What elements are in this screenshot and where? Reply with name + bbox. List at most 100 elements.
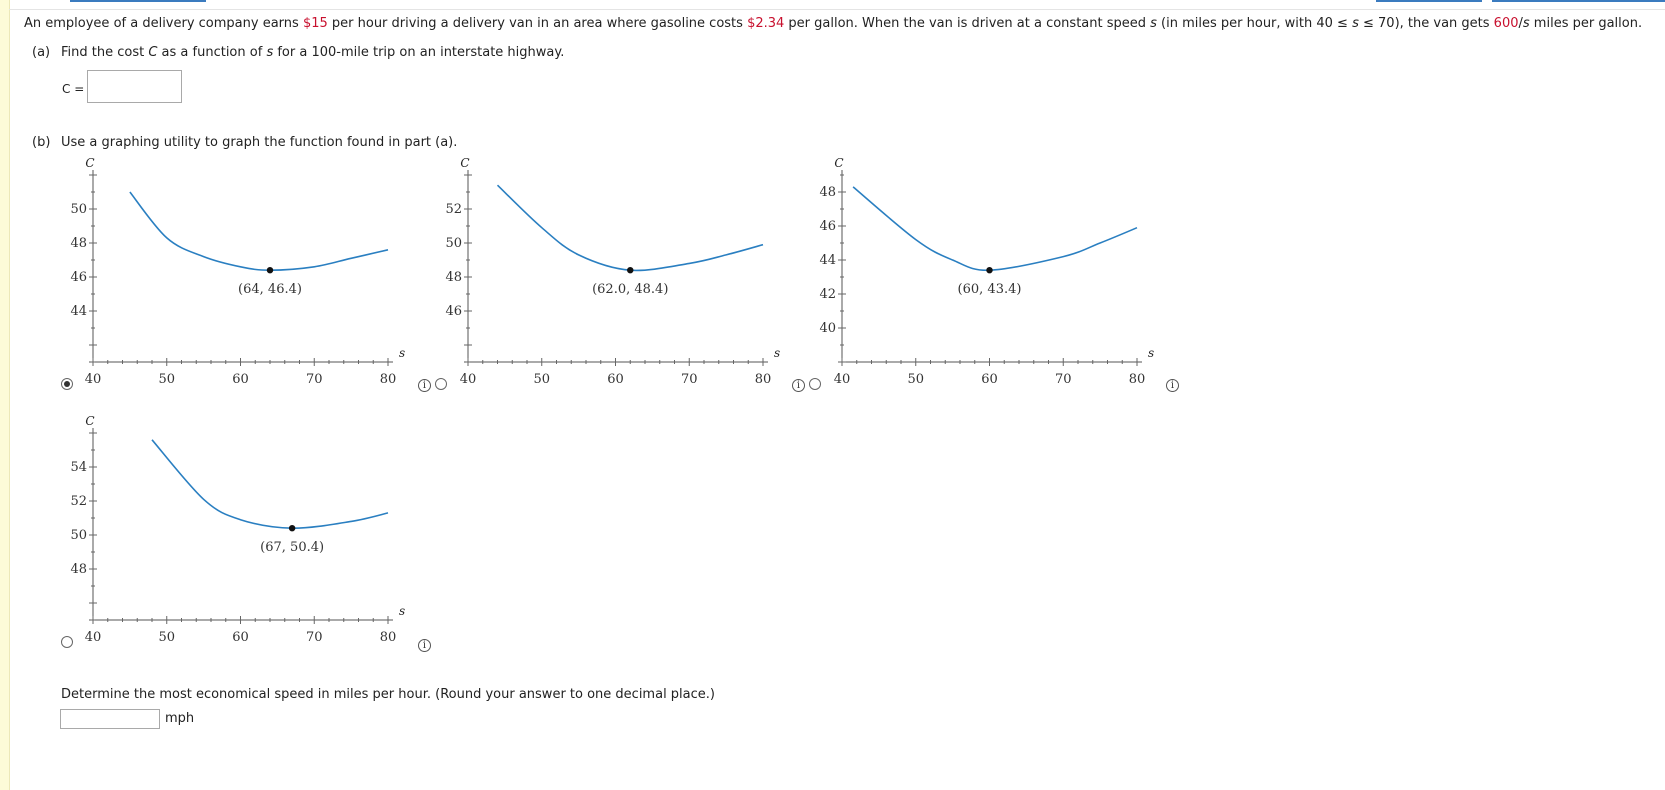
- minimum-point: [627, 267, 634, 274]
- part-a-text-3: for a 100-mile trip on an interstate hig…: [273, 45, 565, 60]
- graph-option-4-radio[interactable]: [61, 636, 73, 648]
- y-tick-label: 50: [70, 202, 87, 217]
- speed-variable: s: [1150, 16, 1157, 31]
- x-tick-label: 60: [232, 372, 249, 387]
- y-tick-label: 44: [819, 253, 836, 268]
- x-tick-label: 40: [460, 372, 477, 387]
- graph-option-2-radio[interactable]: [435, 378, 447, 390]
- minimum-point: [288, 525, 296, 532]
- mileage-value: 600: [1493, 16, 1519, 31]
- top-tab-indicator: [1492, 0, 1665, 2]
- x-tick-label: 70: [306, 372, 323, 387]
- cost-graph-svg: 40 50 60 70 80 40 42 44 46 48 Cs (60, 43.4): [819, 156, 1154, 387]
- x-axis-label: s: [399, 604, 405, 618]
- x-axis-label: s: [1148, 346, 1154, 360]
- problem-text-4: (in miles per hour, with 40 ≤: [1156, 16, 1353, 31]
- problem-text-1: An employee of a delivery company earns: [24, 16, 303, 31]
- info-icon[interactable]: i: [792, 379, 805, 392]
- y-tick-label: 50: [445, 236, 462, 251]
- y-tick-label: 46: [819, 219, 836, 234]
- graph-option-3-radio[interactable]: [809, 378, 821, 390]
- minimum-point-label: (67, 50.4): [260, 540, 324, 555]
- cost-curve: [496, 184, 764, 272]
- y-tick-label: 54: [70, 460, 87, 475]
- minimum-point: [266, 267, 274, 274]
- x-axis-label: s: [774, 346, 780, 360]
- y-tick-label: 46: [445, 304, 462, 319]
- cost-variable: C: [148, 45, 158, 60]
- minimum-point-label: (60, 43.4): [958, 282, 1022, 297]
- x-tick-label: 60: [607, 372, 624, 387]
- economical-speed-question: Determine the most economical speed in m…: [61, 687, 715, 702]
- minimum-point-label: (64, 46.4): [238, 282, 302, 297]
- top-divider: [9, 9, 1665, 10]
- x-tick-label: 50: [158, 630, 175, 645]
- x-tick-label: 80: [380, 372, 397, 387]
- x-tick-label: 60: [981, 372, 998, 387]
- speed-variable: s: [1352, 16, 1359, 31]
- y-axis-label: C: [85, 414, 94, 428]
- gas-price-value: $2.34: [747, 16, 785, 31]
- part-a-label: (a): [32, 45, 51, 60]
- cost-curve: [129, 191, 389, 272]
- minimum-point: [986, 267, 993, 274]
- cost-curve: [852, 186, 1138, 272]
- x-tick-label: 40: [85, 630, 102, 645]
- problem-text-3: per gallon. When the van is driven at a …: [784, 16, 1151, 31]
- cost-graph-svg: 40 50 60 70 80 48 50 52 54 Cs (67, 50.4): [70, 414, 405, 645]
- cost-graph-svg: 40 50 60 70 80 46 48 50 52 Cs (62.0, 48.4): [445, 156, 780, 387]
- cost-graph-svg: 40 50 60 70 80 44 46 48 50 Cs (64, 46.4): [70, 156, 405, 387]
- y-tick-label: 44: [70, 304, 87, 319]
- y-axis-label: C: [85, 156, 94, 170]
- x-tick-label: 80: [1129, 372, 1146, 387]
- speed-variable: s: [1522, 16, 1530, 31]
- x-axis-label: s: [399, 346, 405, 360]
- y-tick-label: 52: [445, 202, 462, 217]
- left-margin-bar: [0, 0, 10, 790]
- top-tab-indicator: [1376, 0, 1482, 2]
- y-tick-label: 48: [445, 270, 462, 285]
- economical-speed-input[interactable]: [60, 709, 160, 729]
- y-tick-label: 42: [819, 287, 836, 302]
- part-b-label: (b): [32, 135, 51, 150]
- problem-text-5: ≤ 70), the van gets: [1358, 16, 1494, 31]
- y-tick-label: 46: [70, 270, 87, 285]
- info-icon[interactable]: i: [418, 639, 431, 652]
- x-tick-label: 70: [681, 372, 698, 387]
- y-tick-label: 48: [819, 185, 836, 200]
- radio-selected-dot: [64, 381, 70, 387]
- y-tick-label: 40: [819, 321, 836, 336]
- x-tick-label: 80: [755, 372, 772, 387]
- x-tick-label: 40: [834, 372, 851, 387]
- speed-unit-label: mph: [165, 711, 195, 726]
- x-tick-label: 60: [232, 630, 249, 645]
- x-tick-label: 50: [907, 372, 924, 387]
- info-icon[interactable]: i: [418, 379, 431, 392]
- info-icon[interactable]: i: [1166, 379, 1179, 392]
- problem-text-6: miles per gallon.: [1529, 16, 1643, 31]
- y-axis-label: C: [460, 156, 469, 170]
- problem-text-2: per hour driving a delivery van in an ar…: [327, 16, 748, 31]
- part-a-text-2: as a function of: [157, 45, 267, 60]
- top-tab-indicator: [70, 0, 206, 2]
- y-axis-label: C: [834, 156, 843, 170]
- speed-variable: s: [266, 45, 274, 60]
- x-tick-label: 50: [158, 372, 175, 387]
- part-a-text-1: Find the cost: [61, 45, 149, 60]
- graph-option-1-radio[interactable]: [61, 378, 73, 390]
- x-tick-label: 40: [85, 372, 102, 387]
- x-tick-label: 70: [1055, 372, 1072, 387]
- y-tick-label: 52: [70, 494, 87, 509]
- minimum-point-label: (62.0, 48.4): [592, 282, 668, 297]
- cost-function-input[interactable]: [87, 70, 182, 103]
- y-tick-label: 50: [70, 528, 87, 543]
- x-tick-label: 80: [380, 630, 397, 645]
- x-tick-label: 50: [533, 372, 550, 387]
- problem-statement: An employee of a delivery company earns …: [24, 16, 1642, 31]
- y-tick-label: 48: [70, 236, 87, 251]
- part-b-question: Use a graphing utility to graph the func…: [61, 135, 458, 150]
